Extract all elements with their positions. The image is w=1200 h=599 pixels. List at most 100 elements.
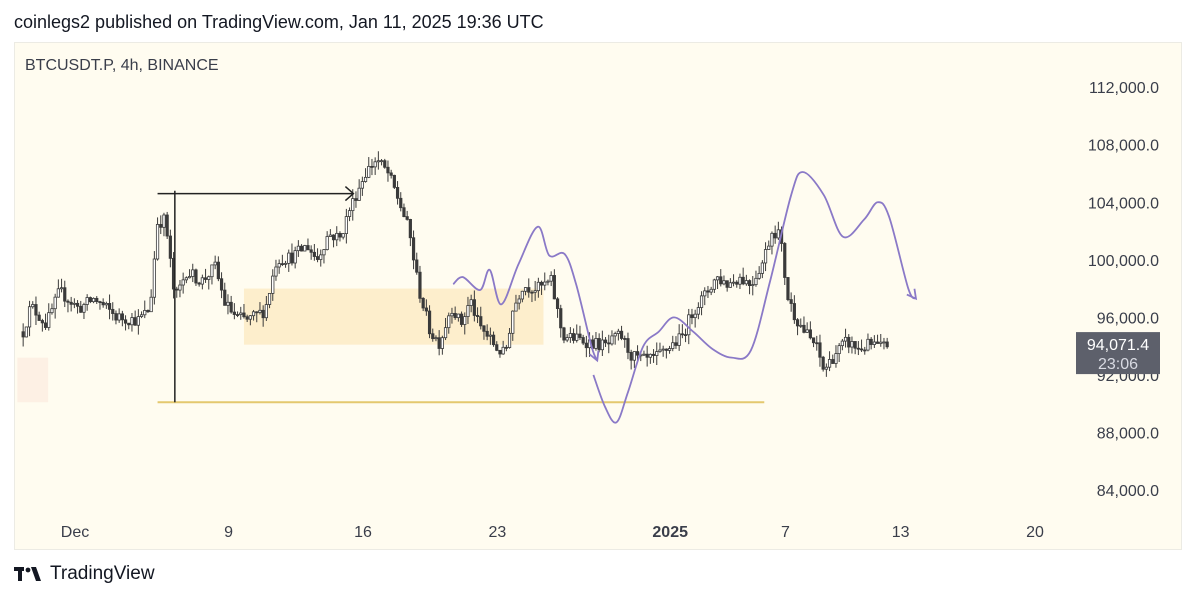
candle-body xyxy=(837,345,841,355)
candle-body xyxy=(111,308,115,314)
candle-body xyxy=(629,352,633,361)
candle-body xyxy=(341,233,345,238)
candle xyxy=(357,179,361,201)
candle-body xyxy=(168,235,172,259)
candle xyxy=(95,296,99,304)
candle xyxy=(530,290,534,303)
candle-body xyxy=(312,251,316,257)
projection-2-arrow-icon[interactable] xyxy=(906,288,918,301)
candle-body xyxy=(392,174,396,188)
candle xyxy=(165,211,169,239)
candle xyxy=(319,249,323,267)
candle-body xyxy=(24,326,28,338)
candle-body xyxy=(507,332,512,348)
arrow-head-icon[interactable] xyxy=(344,186,355,202)
candle xyxy=(450,307,454,324)
candle xyxy=(709,286,713,296)
candle xyxy=(245,314,249,322)
candle xyxy=(651,349,656,363)
candle-body xyxy=(648,353,652,358)
candle-body xyxy=(424,307,428,312)
candle-body xyxy=(216,261,220,280)
candle-body xyxy=(821,356,825,370)
candle xyxy=(552,269,556,300)
candle xyxy=(136,309,140,335)
chart-frame[interactable]: BTCUSDT.P, 4h, BINANCE 84,000.0 88,000.0 9… xyxy=(14,42,1182,550)
candle-body xyxy=(197,282,201,285)
projection-1-arrow-icon[interactable] xyxy=(588,350,600,363)
candle xyxy=(88,296,92,304)
candle-body xyxy=(722,280,726,285)
candle-body xyxy=(619,330,624,339)
candle xyxy=(623,335,627,348)
candle xyxy=(699,291,704,316)
candle-body xyxy=(187,276,192,279)
candle-body xyxy=(143,310,147,316)
candle xyxy=(133,310,137,326)
left-demand-zone[interactable] xyxy=(17,357,49,403)
candle-body xyxy=(482,325,486,332)
candle-body xyxy=(747,280,752,286)
candle-body xyxy=(664,348,668,351)
y-tick-label: 84,000.0 xyxy=(1097,483,1159,500)
candle xyxy=(885,337,889,349)
candle-body xyxy=(139,314,144,317)
candle xyxy=(712,278,716,293)
candle-body xyxy=(632,351,636,361)
candle xyxy=(335,226,339,247)
candle-body xyxy=(40,320,44,324)
candle xyxy=(677,324,681,351)
candle xyxy=(226,294,230,315)
candle-body xyxy=(242,312,246,318)
candle xyxy=(821,355,825,372)
candle xyxy=(527,278,531,298)
candlestick-chart[interactable]: BTCUSDT.P, 4h, BINANCE 84,000.0 88,000.0 9… xyxy=(15,43,1181,549)
candle xyxy=(754,270,758,287)
candle-body xyxy=(66,300,70,303)
candle xyxy=(207,275,211,290)
candle-body xyxy=(671,342,675,349)
candle-body xyxy=(274,266,278,277)
candle-body xyxy=(530,291,534,294)
candle-body xyxy=(802,324,806,333)
candle-body xyxy=(267,293,272,305)
candle-body xyxy=(59,287,64,290)
candle xyxy=(482,325,486,340)
candle-body xyxy=(280,263,284,266)
candle-body xyxy=(104,303,108,306)
candle-body xyxy=(85,297,89,305)
candle xyxy=(799,318,803,328)
candle-body xyxy=(488,334,492,337)
candle xyxy=(341,233,345,240)
candle-body xyxy=(389,172,393,176)
candle-body xyxy=(623,338,627,340)
candle xyxy=(267,292,272,309)
candle xyxy=(843,328,848,348)
candle xyxy=(104,301,108,309)
candle-body xyxy=(738,276,742,285)
candle xyxy=(216,256,220,282)
candle-body xyxy=(50,308,54,314)
candle xyxy=(239,306,243,320)
candle xyxy=(443,317,448,341)
candle xyxy=(117,308,121,323)
candle-body xyxy=(354,198,358,201)
candle xyxy=(431,328,435,342)
candle-body xyxy=(731,281,736,284)
candle xyxy=(536,277,540,298)
demand-zone[interactable] xyxy=(243,288,544,345)
candle xyxy=(114,310,118,325)
projection-path-1[interactable] xyxy=(452,225,599,361)
y-tick-label: 112,000.0 xyxy=(1089,80,1159,97)
candle-body xyxy=(287,252,291,264)
projection-path-2[interactable] xyxy=(592,171,917,424)
candle xyxy=(549,271,553,287)
candle-body xyxy=(728,282,732,288)
candle xyxy=(143,300,147,319)
candle-body xyxy=(616,330,620,334)
candle xyxy=(703,287,707,306)
candle-body xyxy=(565,337,569,341)
candle-body xyxy=(543,281,547,286)
candle-body xyxy=(453,312,457,319)
candle xyxy=(50,303,54,315)
